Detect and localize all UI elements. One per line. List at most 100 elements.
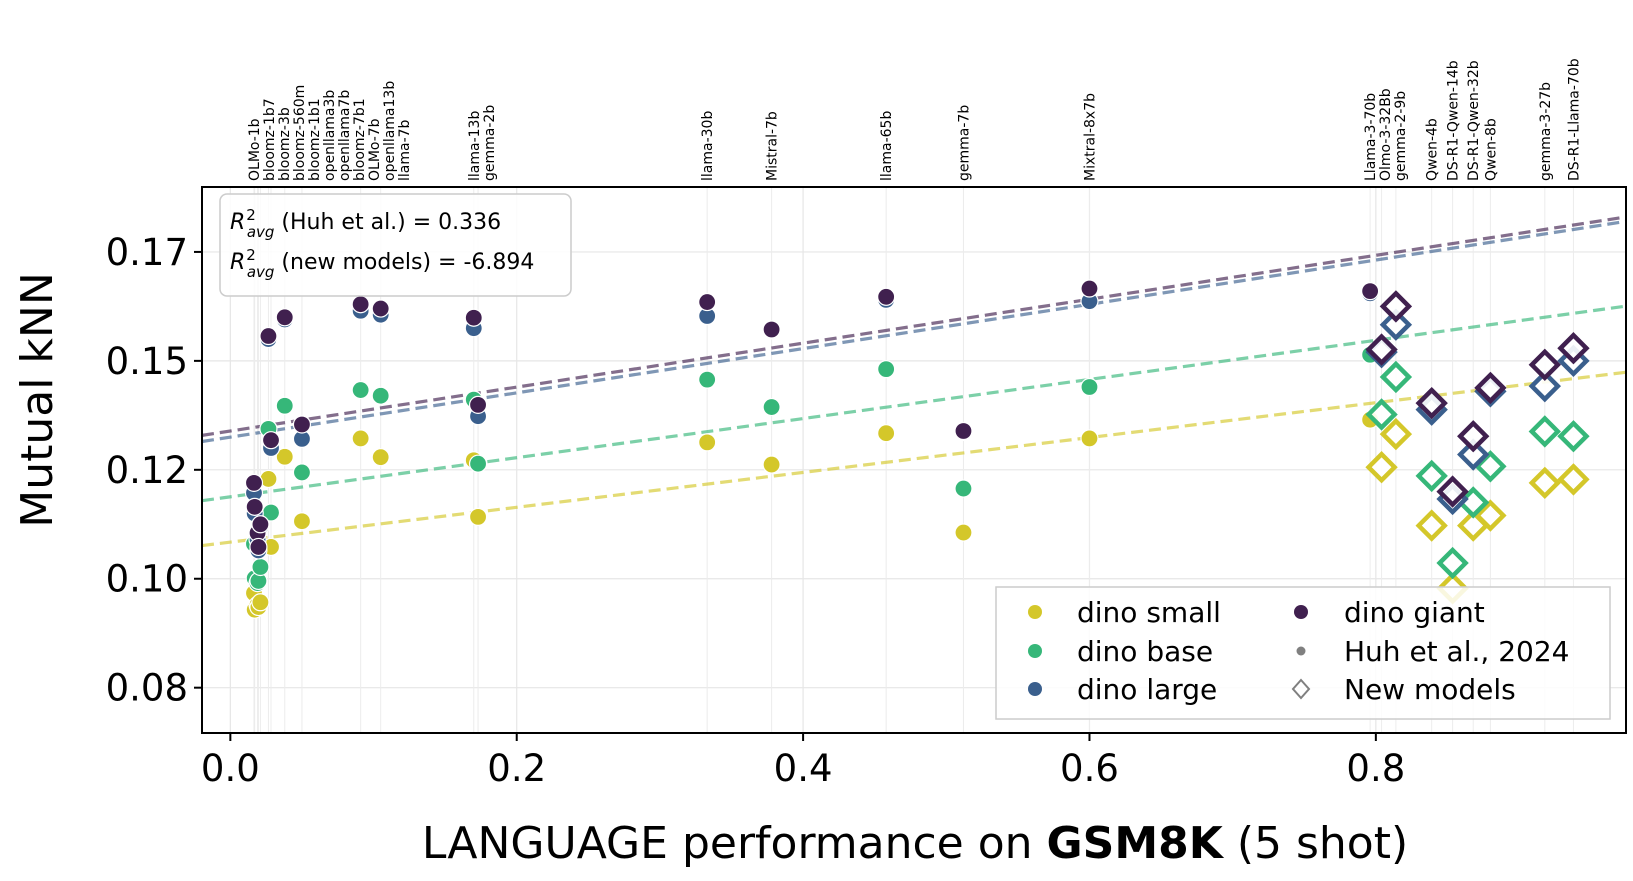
point-circle-base [954, 479, 973, 498]
point-circle-base [251, 557, 270, 577]
model-label: llama-65b [879, 111, 895, 181]
point-circle-giant [468, 395, 488, 414]
model-label: OLMo-7b [367, 118, 383, 181]
model-label: Qwen-8b [1483, 118, 1499, 181]
point-diamond-base [1365, 398, 1398, 431]
x-tick-label: 0.4 [774, 747, 833, 790]
y-tick-label: 0.12 [106, 449, 188, 492]
point-diamond-giant [1474, 371, 1507, 405]
x-tick-label: 0.6 [1060, 747, 1119, 790]
point-diamond-giant [1365, 333, 1398, 366]
model-label: openllama3b [322, 90, 338, 181]
point-diamond-giant [1528, 348, 1561, 381]
legend-marker-dino-small [1028, 605, 1042, 619]
model-label: gemma-7b [956, 105, 972, 181]
model-label: gemma-2-9b [1393, 91, 1409, 181]
legend-marker-new-models-diamond-icon [1291, 678, 1311, 700]
point-circle-base [762, 397, 781, 417]
point-circle-giant [351, 295, 370, 314]
model-label: llama-7b [397, 119, 413, 181]
point-diamond-giant [1379, 290, 1413, 323]
point-circle-small [292, 512, 312, 531]
x-tick-label: 0.2 [487, 747, 546, 790]
data-points [244, 279, 1590, 619]
point-circle-giant [259, 326, 278, 346]
point-diamond-base [1557, 420, 1590, 453]
point-diamond-base [1436, 546, 1469, 580]
legend: dino small dino base dino large dino gia… [995, 586, 1611, 720]
model-label: Mistral-7b [765, 111, 781, 181]
fit-line-giant [201, 215, 1627, 437]
point-diamond-small [1379, 417, 1413, 451]
point-diamond-base [1415, 459, 1448, 493]
point-diamond-giant [1457, 420, 1490, 453]
point-circle-small [954, 523, 973, 542]
point-circle-giant [249, 537, 268, 557]
point-diamond-base [1528, 415, 1561, 448]
y-axis-label: Mutual kNN [12, 272, 63, 527]
model-label: bloomz-1b7 [262, 98, 278, 181]
point-diamond-large [1457, 438, 1490, 471]
model-label: openllama13b [382, 81, 398, 181]
y-tick-label: 0.10 [106, 558, 188, 601]
point-circle-small [251, 593, 270, 612]
model-label: Olmo-3-32Bb [1378, 88, 1394, 181]
legend-label-huh: Huh et al., 2024 [1344, 635, 1569, 668]
plot-frame [201, 186, 1627, 734]
model-label: Mixtral-8x7b [1082, 93, 1098, 181]
model-label: llama-13b [467, 111, 483, 181]
point-circle-giant [954, 421, 973, 441]
fit-line-small [201, 370, 1627, 548]
point-circle-base [1080, 377, 1099, 397]
legend-label-new-models: New models [1344, 673, 1516, 706]
model-label: OLMo-1b [247, 118, 263, 181]
model-label: DS-R1-Llama-70b [1566, 58, 1582, 181]
point-circle-small [877, 424, 896, 443]
model-label: bloomz-3b [277, 107, 293, 181]
legend-marker-dino-base [1028, 644, 1042, 658]
y-tick-label: 0.15 [106, 340, 188, 383]
x-tick-label: 0.8 [1346, 747, 1405, 790]
y-tick-label: 0.08 [106, 667, 188, 710]
legend-label-dino-base: dino base [1077, 635, 1213, 668]
point-diamond-small [1415, 509, 1448, 542]
point-diamond-large [1528, 369, 1561, 403]
point-diamond-small [1557, 463, 1590, 496]
point-circle-giant [251, 515, 270, 534]
point-circle-giant [1361, 282, 1380, 301]
legend-marker-dino-giant [1294, 605, 1308, 619]
model-label: gemma-2b [482, 105, 498, 181]
fit-lines [201, 215, 1627, 548]
legend-label-dino-small: dino small [1077, 596, 1221, 629]
point-circle-giant [371, 299, 390, 318]
model-label: bloomz-1b1 [307, 98, 323, 181]
point-circle-giant [275, 308, 294, 327]
point-circle-giant [762, 320, 781, 339]
point-circle-base [698, 370, 717, 389]
model-label: bloomz-7b1 [352, 98, 368, 181]
annotation-box [219, 193, 572, 297]
point-diamond-large [1379, 308, 1413, 341]
fit-line-base [201, 304, 1627, 503]
fit-line-large [201, 219, 1627, 444]
point-circle-giant [245, 497, 264, 516]
point-circle-small [351, 429, 370, 448]
point-circle-small [371, 448, 390, 467]
model-label: openllama7b [337, 90, 353, 181]
point-circle-giant [877, 287, 896, 306]
y-axis-ticks: 0.08 0.10 0.12 0.15 0.17 [106, 231, 202, 710]
point-circle-giant [1080, 279, 1099, 298]
legend-marker-dino-large [1028, 682, 1042, 696]
point-circle-base [877, 360, 896, 379]
model-label: DS-R1-Qwen-14b [1446, 60, 1462, 181]
point-diamond-giant [1436, 475, 1469, 508]
model-label: bloomz-560m [292, 85, 308, 181]
point-circle-giant [698, 292, 717, 312]
point-diamond-base [1379, 360, 1413, 394]
point-circle-small [1080, 429, 1099, 448]
x-axis-label: LANGUAGE performance on GSM8K (5 shot) [422, 818, 1408, 869]
point-diamond-giant [1415, 386, 1448, 420]
point-circle-base [371, 386, 390, 405]
point-diamond-small [1474, 499, 1507, 532]
